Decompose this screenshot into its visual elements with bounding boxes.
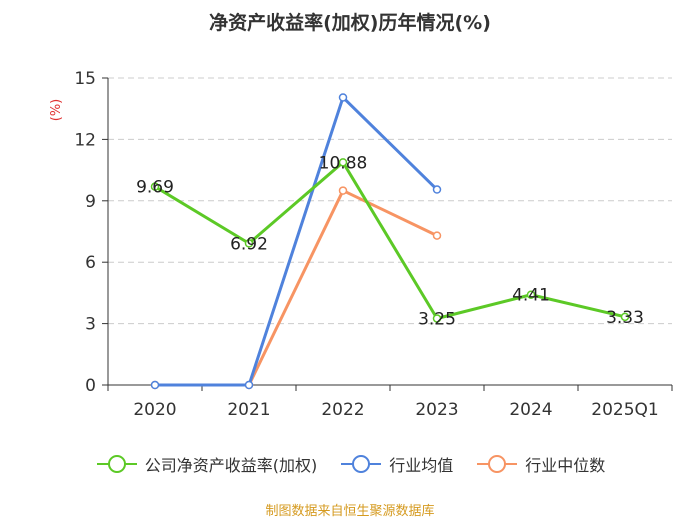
legend-item: 行业中位数 (475, 452, 605, 476)
chart-title: 净资产收益率(加权)历年情况(%) (209, 12, 491, 34)
data-label: 4.41 (512, 286, 550, 306)
series-line (155, 95, 439, 387)
data-point (432, 185, 442, 194)
x-tick-label: 2024 (509, 400, 552, 420)
data-point (432, 314, 442, 323)
data-point (620, 312, 630, 322)
y-tick-label: 0 (85, 376, 96, 396)
y-tick-label: 3 (85, 315, 96, 335)
x-tick-label: 2021 (227, 400, 270, 420)
series-line (154, 160, 626, 320)
legend-marker (96, 455, 137, 473)
x-tick-label: 2020 (133, 400, 176, 420)
data-label: 10.88 (319, 153, 368, 173)
legend-marker (477, 455, 518, 473)
data-point (338, 158, 348, 167)
data-point (244, 239, 254, 248)
data-point (150, 182, 160, 191)
legend-marker (341, 455, 382, 473)
legend: 公司净资产收益率(加权) 行业均值 行业中位数 (0, 452, 700, 476)
legend-marker-circle (352, 455, 371, 473)
x-tick-label: 2022 (321, 400, 364, 420)
y-tick-label: 9 (85, 192, 96, 212)
source-note: 制图数据来自恒生聚源数据库 (265, 504, 435, 519)
data-label: 3.25 (418, 309, 456, 329)
data-point (244, 380, 254, 390)
y-tick-label: 12 (74, 130, 96, 150)
data-label: 3.33 (606, 308, 644, 328)
x-tick-label: 2025Q1 (591, 400, 658, 420)
legend-label: 行业中位数 (525, 456, 606, 475)
y-tick-label: 15 (74, 69, 96, 89)
x-tick-label: 2023 (415, 400, 458, 420)
legend-marker-circle (107, 455, 126, 473)
legend-label: 行业均值 (389, 456, 454, 475)
data-label: 6.92 (230, 234, 268, 254)
y-tick-label: 6 (85, 253, 96, 273)
data-label: 9.69 (136, 178, 174, 198)
data-point (526, 290, 536, 299)
legend-item: 公司净资产收益率(加权) (95, 452, 318, 476)
data-point (338, 93, 348, 102)
series-line (155, 189, 438, 387)
legend-label: 公司净资产收益率(加权) (144, 456, 318, 475)
legend-marker-circle (488, 455, 507, 473)
data-point (150, 380, 160, 390)
data-point (432, 231, 442, 240)
y-axis-label: (%) (49, 99, 64, 122)
data-point (338, 186, 348, 195)
legend-item: 行业均值 (339, 452, 453, 476)
